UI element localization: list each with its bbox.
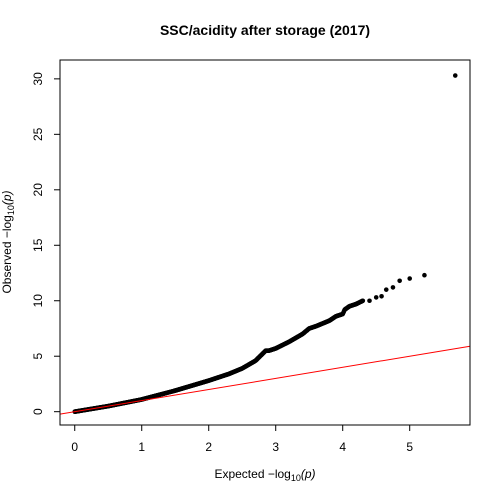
chart-title: SSC/acidity after storage (2017)	[160, 22, 370, 38]
y-tick-label: 30	[31, 72, 45, 86]
y-tick-label: 25	[31, 127, 45, 141]
y-tick-label: 20	[31, 183, 45, 197]
y-axis-label-sub: 10	[6, 205, 16, 215]
reference-line	[59, 345, 471, 415]
data-point	[452, 73, 458, 78]
data-point	[390, 285, 396, 290]
x-tick-label: 0	[71, 440, 78, 454]
plot-frame	[59, 59, 471, 426]
data-point	[407, 276, 413, 281]
y-axis: 0 5 10 15 20 25 30	[31, 72, 60, 415]
x-axis-label-prefix: Expected −log	[214, 467, 290, 481]
y-tick-label: 5	[31, 353, 45, 360]
data-point	[367, 298, 372, 304]
data-point	[379, 294, 384, 299]
plot-area	[59, 73, 471, 415]
data-point	[360, 298, 366, 304]
x-tick-label: 1	[138, 440, 145, 454]
x-tick-label: 4	[339, 440, 346, 454]
x-axis-label-sub: 10	[291, 473, 301, 483]
data-point	[397, 278, 402, 284]
y-tick-label: 15	[31, 238, 45, 252]
x-tick-label: 2	[205, 440, 212, 454]
data-point	[373, 295, 379, 300]
x-axis: 0 1 2 3 4 5	[71, 425, 413, 454]
y-axis-label-prefix: Observed −log	[0, 215, 14, 293]
x-axis-label: Expected −log10(p)	[214, 467, 315, 483]
data-point	[383, 287, 389, 292]
x-axis-label-suffix: (p)	[301, 467, 316, 481]
x-tick-label: 5	[406, 440, 413, 454]
y-tick-label: 0	[31, 408, 45, 415]
data-point	[422, 272, 427, 278]
x-tick-label: 3	[272, 440, 279, 454]
y-axis-label-suffix: (p)	[0, 190, 14, 205]
y-axis-label: Observed −log10(p)	[0, 190, 16, 293]
y-tick-label: 10	[31, 294, 45, 308]
